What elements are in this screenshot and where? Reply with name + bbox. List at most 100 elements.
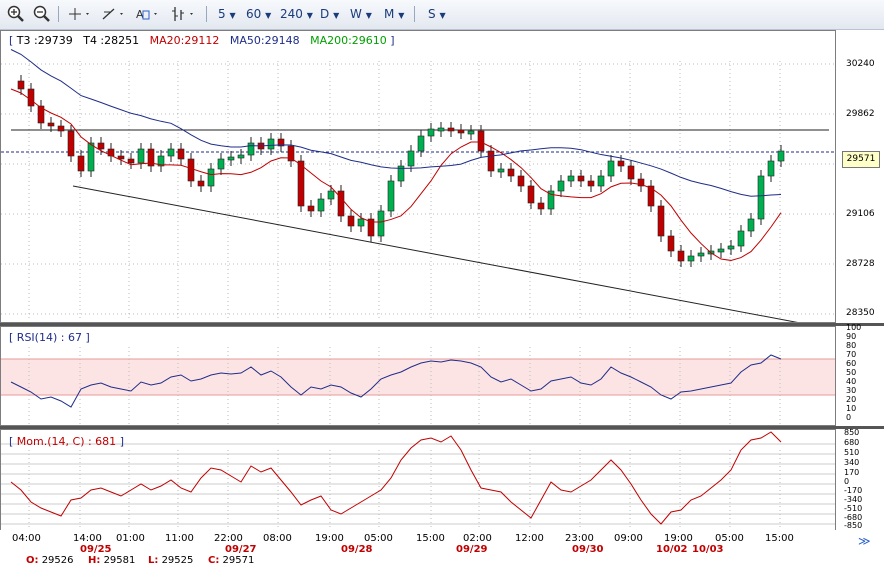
candle (157, 155, 165, 167)
candle (317, 198, 325, 212)
interval-60[interactable]: 60 ▼ (246, 7, 272, 21)
candle (207, 168, 215, 187)
candle (307, 205, 315, 212)
momentum-line (10, 431, 782, 525)
interval-m[interactable]: M ▼ (384, 7, 405, 21)
interval-240[interactable]: 240 ▼ (280, 7, 313, 21)
rsi-axis-label: 90 (846, 332, 857, 341)
zoom-in-icon[interactable] (6, 4, 26, 24)
candle (427, 128, 435, 137)
mom-axis-label: 0 (844, 477, 850, 486)
candle (487, 150, 495, 172)
price-legend: [ T3 :29739 T4 :28251 MA20:29112 MA50:29… (9, 34, 395, 47)
date-label: 10/03 (692, 544, 724, 555)
candle (617, 160, 625, 167)
panel-divider[interactable] (0, 426, 884, 429)
current-price-tag: 29571 (842, 151, 880, 168)
price-axis: 30240 29862 29106 28728 28350 29571 (836, 30, 884, 323)
time-label: 15:00 (416, 533, 445, 544)
candle (337, 190, 345, 217)
candle (267, 138, 275, 150)
rsi-panel[interactable]: [ RSI(14) : 67 ] (0, 326, 836, 426)
candle (57, 125, 65, 132)
mom-axis-label: 510 (844, 448, 860, 457)
candle (437, 127, 445, 132)
interval-w[interactable]: W ▼ (350, 7, 372, 21)
price-axis-label: 28728 (846, 259, 875, 269)
candle (637, 178, 645, 187)
candle (147, 148, 155, 167)
crosshair-icon[interactable] (66, 4, 89, 24)
candle (197, 180, 205, 187)
candle (77, 155, 85, 172)
candle (537, 202, 545, 210)
candle (717, 248, 725, 253)
momentum-panel[interactable]: [ Mom.(14, C) : 681 ] (0, 429, 836, 531)
candle (737, 230, 745, 247)
price-panel[interactable]: [ T3 :29739 T4 :28251 MA20:29112 MA50:29… (0, 30, 836, 323)
mom-axis-label: -850 (844, 521, 863, 530)
toolbar-separator (414, 6, 415, 22)
rsi-chart[interactable] (1, 327, 835, 425)
s-menu[interactable]: S ▼ (428, 7, 446, 21)
rsi-axis-label: 70 (846, 350, 857, 359)
candle (367, 218, 375, 237)
candle (167, 148, 175, 157)
candle (347, 215, 355, 227)
date-label: 09/30 (572, 544, 604, 555)
candle (117, 155, 125, 160)
rsi-axis-label: 30 (846, 386, 857, 395)
candle (67, 130, 75, 157)
candle (697, 252, 705, 257)
price-chart[interactable] (1, 31, 835, 322)
support-trendline (72, 185, 798, 322)
candle (547, 190, 555, 210)
mom-axis-label: 850 (844, 428, 860, 437)
ohlc-close: C: 29571 (208, 555, 255, 566)
candle (97, 142, 105, 150)
candle (677, 250, 685, 262)
date-label: 09/27 (225, 544, 257, 555)
candle (407, 150, 415, 167)
candle (137, 148, 145, 164)
time-label: 05:00 (715, 533, 744, 544)
line-tool-icon[interactable] (100, 4, 123, 24)
ohlc-high: H: 29581 (88, 555, 136, 566)
candle (587, 180, 595, 187)
time-label: 05:00 (364, 533, 393, 544)
candle (527, 185, 535, 204)
candle (727, 245, 735, 250)
mom-axis-label: 340 (844, 458, 860, 467)
panel-divider[interactable] (0, 323, 884, 326)
ohlc-low: L: 29525 (148, 555, 194, 566)
date-label: 09/28 (341, 544, 373, 555)
mom-axis-label: -170 (844, 486, 863, 495)
rsi-axis-label: 100 (846, 323, 862, 332)
legend-ma200: MA200:29610 (310, 34, 387, 47)
candle (327, 190, 335, 200)
candle (597, 175, 605, 187)
candle (477, 130, 485, 152)
momentum-chart[interactable] (1, 430, 835, 530)
time-label: 14:00 (73, 533, 102, 544)
zoom-out-icon[interactable] (32, 4, 52, 24)
rsi-axis-label: 50 (846, 368, 857, 377)
scroll-right-icon[interactable]: ≫ (858, 534, 871, 548)
text-tool-icon[interactable]: A (134, 4, 157, 24)
time-label: 19:00 (664, 533, 693, 544)
date-label: 10/02 (656, 544, 688, 555)
candle (657, 205, 665, 237)
legend-ma20: MA20:29112 (149, 34, 220, 47)
interval-d[interactable]: D ▼ (320, 7, 340, 21)
candle (17, 80, 25, 90)
price-axis-label: 30240 (846, 59, 875, 69)
time-label: 11:00 (165, 533, 194, 544)
interval-5[interactable]: 5 ▼ (218, 7, 236, 21)
toolbar: A 5 ▼ 60 ▼ 240 ▼ D ▼ W ▼ M ▼ S ▼ (0, 0, 884, 30)
rsi-band (1, 359, 835, 395)
legend-t4: T4 :28251 (83, 34, 140, 47)
candle (777, 150, 785, 162)
candle (767, 160, 775, 177)
mom-axis-label: -340 (844, 495, 863, 504)
bar-type-icon[interactable] (170, 4, 193, 24)
